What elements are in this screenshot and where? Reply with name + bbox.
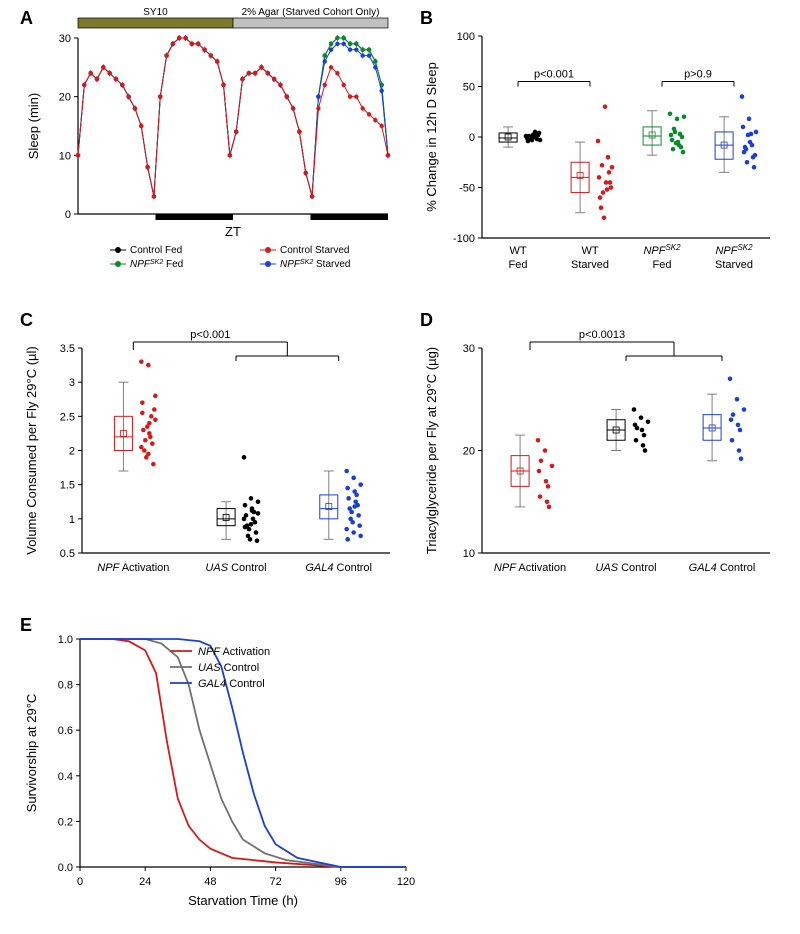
panel-b-chart: -100 -50 0 50 100 % Change in 12h D Sleep WT Fe… [420,8,780,288]
svg-text:20: 20 [463,446,475,458]
panel-d-chart: 10 20 30 Triacylglyceride per Fly at 29°C (… [420,310,780,595]
svg-text:20: 20 [59,92,71,104]
svg-text:0.2: 0.2 [58,816,73,828]
svg-text:Survivorship at 29°C: Survivorship at 29°C [24,694,39,813]
panel-d: D 10 20 30 Triacylglyceride per Fly at 29°C… [420,310,780,595]
svg-text:0.4: 0.4 [58,771,73,783]
panel-b-label: B [420,8,433,29]
svg-text:% Change in 12h D Sleep: % Change in 12h D Sleep [424,62,439,212]
panel-e: E 0.0 0.2 0.4 0.6 0.8 1.0 0 24 48 72 96 120 Survivor… [20,615,420,915]
svg-text:48: 48 [204,876,216,888]
svg-text:10: 10 [59,150,71,162]
svg-text:0.8: 0.8 [58,680,73,692]
svg-text:30: 30 [463,343,475,355]
svg-text:SY10: SY10 [143,8,168,18]
svg-text:0.0: 0.0 [58,862,73,874]
svg-text:1.5: 1.5 [60,480,75,492]
panel-e-chart: 0.0 0.2 0.4 0.6 0.8 1.0 0 24 48 72 96 120 Survivorsh… [20,615,420,915]
svg-text:30: 30 [59,33,71,45]
svg-text:Fed: Fed [653,259,672,271]
svg-text:Triacylglyceride per Fly at 29: Triacylglyceride per Fly at 29°C (µg) [424,347,439,554]
svg-text:0.6: 0.6 [58,725,73,737]
svg-text:UAS Control: UAS Control [595,562,656,574]
svg-text:NPFSK2: NPFSK2 [643,243,681,258]
svg-text:Control Fed: Control Fed [130,245,182,256]
svg-text:NPFSK2 Starved: NPFSK2 Starved [280,259,350,271]
svg-text:1: 1 [69,514,75,526]
svg-text:Fed: Fed [509,259,528,271]
panel-c: C 0.5 1 1.5 2 2.5 3 3.5 Volume Consumed per Fly… [20,310,400,595]
svg-text:100: 100 [457,31,475,43]
svg-text:ZT: ZT [225,224,241,239]
svg-text:UAS Control: UAS Control [198,662,259,674]
panel-a-chart: SY10 2% Agar (Starved Cohort Only) 0 10 20 30… [20,8,400,288]
svg-text:p>0.9: p>0.9 [684,68,712,80]
svg-text:UAS Control: UAS Control [205,562,266,574]
svg-text:2% Agar (Starved Cohort Only): 2% Agar (Starved Cohort Only) [242,8,380,18]
svg-text:p<0.001: p<0.001 [190,329,230,341]
svg-text:2: 2 [69,446,75,458]
panel-a: A SY10 2% Agar (Starved Cohort Only) 0 10 20… [20,8,400,288]
svg-text:0: 0 [469,132,475,144]
svg-text:Starved: Starved [571,259,609,271]
svg-text:24: 24 [139,876,151,888]
svg-text:-50: -50 [459,183,475,195]
svg-text:NPFSK2: NPFSK2 [715,243,753,258]
svg-text:WT: WT [581,245,598,257]
svg-text:p<0.001: p<0.001 [534,68,574,80]
svg-text:GAL4 Control: GAL4 Control [689,562,756,574]
panel-e-label: E [20,615,32,636]
svg-text:10: 10 [463,548,475,560]
svg-text:Volume Consumed per Fly 29°C (: Volume Consumed per Fly 29°C (µl) [24,346,39,555]
svg-text:NPFSK2 Fed: NPFSK2 Fed [130,259,183,271]
svg-text:GAL4 Control: GAL4 Control [198,678,265,690]
svg-text:-100: -100 [453,233,475,245]
svg-text:1.0: 1.0 [58,634,73,646]
svg-text:72: 72 [269,876,281,888]
svg-text:3: 3 [69,377,75,389]
svg-text:p<0.0013: p<0.0013 [579,329,625,341]
svg-text:Starvation Time (h): Starvation Time (h) [188,893,298,908]
svg-text:2.5: 2.5 [60,411,75,423]
svg-text:0.5: 0.5 [60,548,75,560]
svg-text:Starved: Starved [715,259,753,271]
svg-text:120: 120 [397,876,415,888]
svg-text:96: 96 [335,876,347,888]
svg-text:0: 0 [65,209,71,221]
svg-text:Sleep (min): Sleep (min) [26,93,41,159]
panel-a-label: A [20,8,33,29]
panel-d-label: D [420,310,433,331]
svg-text:50: 50 [463,82,475,94]
svg-text:NPF Activation: NPF Activation [198,646,270,658]
svg-text:WT: WT [509,245,526,257]
svg-text:GAL4 Control: GAL4 Control [305,562,372,574]
svg-text:3.5: 3.5 [60,343,75,355]
svg-text:NPF Activation: NPF Activation [97,562,169,574]
svg-text:Control Starved: Control Starved [280,245,349,256]
panel-c-chart: 0.5 1 1.5 2 2.5 3 3.5 Volume Consumed per Fly 2… [20,310,400,595]
panel-c-label: C [20,310,33,331]
svg-text:NPF Activation: NPF Activation [494,562,566,574]
svg-text:0: 0 [77,876,83,888]
panel-b: B -100 -50 0 50 100 % Change in 12h D Sleep WT… [420,8,780,288]
